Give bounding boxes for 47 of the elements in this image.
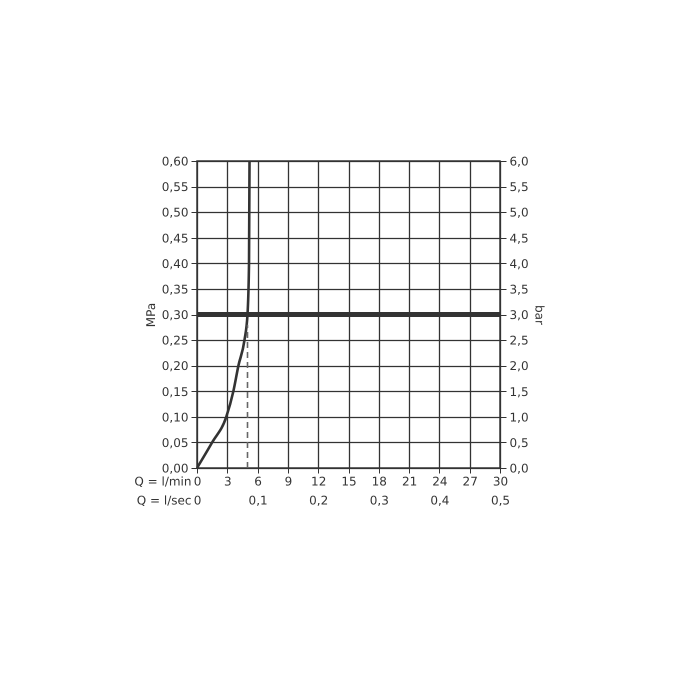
y2-axis-title: bar: [532, 305, 547, 326]
y-tick-label: 0,25: [162, 334, 188, 348]
y-tick-label: 0,45: [162, 231, 188, 246]
x2-tick-label: 0,1: [248, 494, 268, 508]
x-tick-label: 9: [284, 474, 292, 488]
y-tick-label: 0,05: [162, 436, 188, 450]
y-tick-label: 0,60: [162, 154, 188, 168]
y-tick-label: 0,00: [162, 462, 188, 476]
y2-tick-label: 1,5: [510, 384, 529, 399]
x2-tick-label: 0,5: [490, 494, 510, 508]
x2-tick-label: 0,3: [370, 494, 389, 508]
y-tick-label: 0,40: [162, 256, 188, 271]
x2-tick-label: 0: [194, 494, 202, 508]
y-tick-label: 0,10: [162, 410, 188, 424]
x-tick-label: 30: [492, 474, 508, 488]
x-tick-label: 3: [224, 474, 232, 488]
y-tick-label: 0,20: [162, 359, 188, 374]
y-axis-title: MPa: [144, 302, 158, 328]
y2-tick-label: 4,0: [510, 256, 529, 271]
x2-axis-title: Q = l/sec: [136, 494, 192, 508]
x-tick-label: 21: [402, 474, 418, 488]
y2-tick-label: 5,5: [510, 180, 529, 194]
x-tick-label: 12: [311, 474, 326, 488]
x2-tick-label: 0,2: [309, 494, 328, 508]
x-tick-label: 27: [462, 474, 478, 488]
x-tick-label: 15: [341, 474, 357, 488]
y-tick-label: 0,50: [162, 206, 188, 220]
y2-tick-label: 2,5: [510, 334, 529, 348]
y2-tick-label: 0,0: [510, 462, 529, 476]
x-tick-label: 18: [372, 474, 387, 488]
y2-tick-label: 1,0: [510, 410, 529, 424]
y2-tick-label: 3,5: [510, 282, 529, 296]
y2-tick-label: 2,0: [510, 359, 529, 374]
y-tick-label: 0,30: [162, 308, 188, 322]
x-tick-label: 6: [254, 474, 262, 488]
y2-tick-label: 6,0: [510, 154, 529, 168]
x2-tick-label: 0,4: [430, 494, 450, 508]
y2-tick-label: 0,5: [510, 436, 529, 450]
y2-tick-label: 4,5: [510, 231, 529, 246]
y-tick-label: 0,35: [162, 282, 188, 296]
x-tick-label: 24: [432, 474, 448, 488]
y2-tick-label: 5,0: [510, 206, 529, 220]
y2-tick-label: 3,0: [510, 308, 529, 322]
y-tick-label: 0,15: [162, 384, 188, 399]
x-axis-title: Q = l/min: [134, 474, 192, 488]
x-tick-label: 0: [194, 474, 202, 488]
y-tick-label: 0,55: [162, 180, 188, 194]
